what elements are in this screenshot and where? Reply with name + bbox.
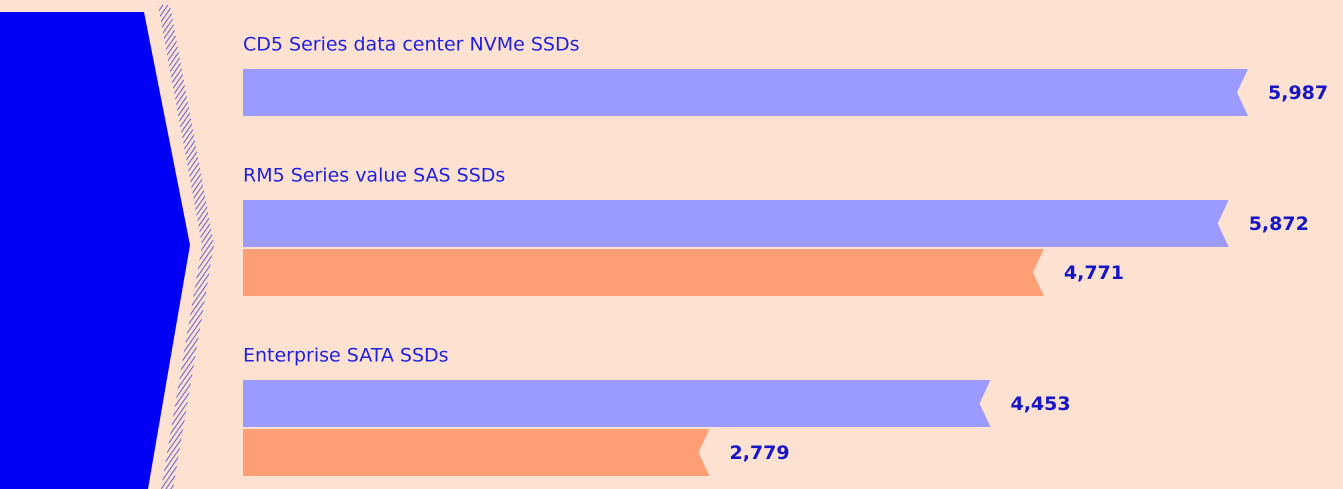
value-label: 5,987: [1268, 82, 1328, 104]
bar: [243, 200, 1229, 247]
value-label: 2,779: [729, 442, 789, 464]
bar: [243, 380, 991, 427]
value-label: 5,872: [1249, 213, 1309, 235]
chevron: [0, 12, 190, 489]
bar: [243, 429, 710, 476]
bar: [243, 249, 1044, 296]
category-label: Enterprise SATA SSDs: [243, 345, 449, 367]
value-label: 4,453: [1010, 393, 1070, 415]
bar: [243, 69, 1248, 116]
value-label: 4,771: [1064, 262, 1124, 284]
category-label: CD5 Series data center NVMe SSDs: [243, 34, 579, 56]
hatched-chevron: [158, 5, 214, 489]
category-label: RM5 Series value SAS SSDs: [243, 165, 505, 187]
